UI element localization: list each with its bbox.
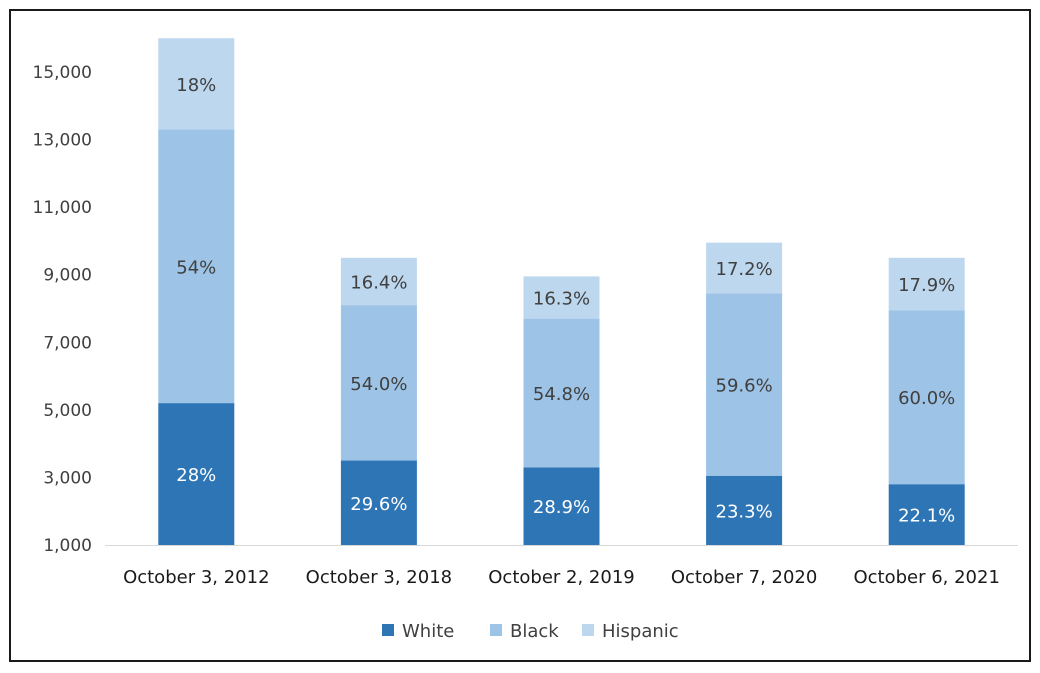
data-label-white: 28% — [176, 465, 216, 486]
data-label-hispanic: 17.2% — [716, 259, 773, 280]
category-label: October 2, 2019 — [488, 567, 634, 588]
bar-segment-black — [706, 293, 783, 476]
bar-segment-hispanic — [340, 257, 417, 306]
bar-segment-hispanic — [706, 242, 783, 294]
bar-segment-white — [158, 403, 235, 545]
y-tick-label: 15,000 — [33, 63, 92, 83]
data-label-hispanic: 16.3% — [533, 289, 590, 310]
data-label-black: 54.0% — [350, 374, 407, 395]
data-label-white: 22.1% — [898, 506, 955, 527]
y-tick-label: 7,000 — [43, 333, 92, 353]
data-label-black: 60.0% — [898, 388, 955, 409]
bar-segment-black — [888, 310, 965, 485]
data-label-black: 59.6% — [716, 376, 773, 397]
bar-segment-white — [706, 475, 783, 545]
bars: 28% 54% 18% 29.6% 54.0% 16.4% 28.9% 54.8% 16.3% 2… — [158, 38, 965, 545]
legend-swatch-black — [490, 624, 502, 636]
data-label-white: 29.6% — [350, 494, 407, 515]
data-label-black: 54% — [176, 257, 216, 278]
category-label: October 3, 2018 — [306, 567, 452, 588]
bar-segment-black — [523, 318, 600, 468]
y-tick-label: 5,000 — [43, 401, 92, 421]
bar-segment-hispanic — [523, 276, 600, 319]
data-label-hispanic: 16.4% — [350, 272, 407, 293]
legend-label-hispanic: Hispanic — [602, 621, 679, 642]
bar-segment-black — [340, 305, 417, 461]
data-label-white: 23.3% — [716, 501, 773, 522]
data-label-white: 28.9% — [533, 497, 590, 518]
bar-segment-black — [158, 129, 235, 404]
y-axis: 1,000 3,000 5,000 7,000 9,000 11,000 13,000 15,… — [33, 63, 92, 556]
legend-label-white: White — [402, 621, 454, 642]
bar-segment-white — [340, 460, 417, 545]
y-tick-label: 13,000 — [33, 131, 92, 151]
y-tick-label: 9,000 — [43, 266, 92, 286]
category-label: October 6, 2021 — [853, 567, 999, 588]
data-label-black: 54.8% — [533, 384, 590, 405]
x-axis: October 3, 2012 October 3, 2018 October 2,… — [105, 545, 1018, 588]
data-label-hispanic: 18% — [176, 75, 216, 96]
legend-swatch-white — [382, 624, 394, 636]
bar-segment-hispanic — [158, 38, 235, 130]
legend-swatch-hispanic — [582, 624, 594, 636]
legend-label-black: Black — [510, 621, 559, 642]
category-label: October 3, 2012 — [123, 567, 269, 588]
category-label: October 7, 2020 — [671, 567, 817, 588]
y-tick-label: 3,000 — [43, 468, 92, 488]
bar-segment-white — [523, 467, 600, 545]
bar-segment-white — [888, 484, 965, 545]
data-label-hispanic: 17.9% — [898, 275, 955, 296]
bar-segment-hispanic — [888, 257, 965, 311]
y-tick-label: 1,000 — [43, 536, 92, 556]
y-tick-label: 11,000 — [33, 198, 92, 218]
legend: White Black Hispanic — [382, 621, 679, 642]
